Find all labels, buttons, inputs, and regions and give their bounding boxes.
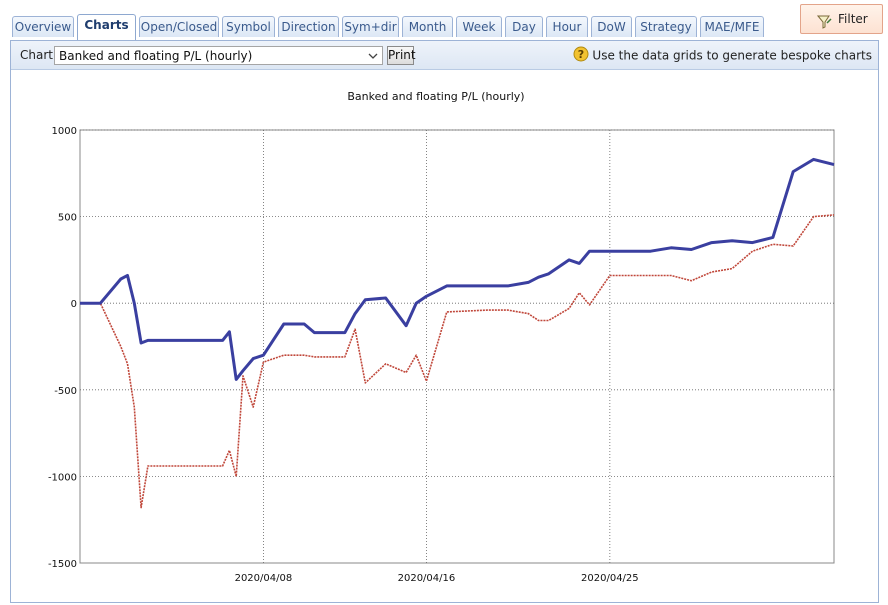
svg-text:?: ?	[578, 48, 584, 61]
tab-strategy[interactable]: Strategy	[635, 16, 697, 37]
tab-direction[interactable]: Direction	[278, 16, 339, 37]
chart-select-value: Banked and floating P/L (hourly)	[59, 49, 253, 63]
y-tick-label: 1000	[52, 126, 77, 137]
tab-week[interactable]: Week	[456, 16, 502, 37]
y-tick-label: -1500	[48, 559, 77, 570]
chart-grid	[79, 129, 835, 564]
tab-open-closed[interactable]: Open/Closed	[139, 16, 219, 37]
chevron-down-icon	[368, 50, 378, 64]
charts-panel: Chart: Banked and floating P/L (hourly) …	[10, 40, 879, 603]
y-tick-label: 500	[58, 213, 77, 224]
tab-symbol[interactable]: Symbol	[222, 16, 275, 37]
chart-series	[80, 157, 835, 509]
tab-month[interactable]: Month	[402, 16, 453, 37]
x-tick-label: 2020/04/16	[398, 573, 456, 584]
tab-mae-mfe[interactable]: MAE/MFE	[700, 16, 764, 37]
chart-axes: 1000 500 0 -500 -1000 -1500 2020/04/08 2020/04/…	[48, 126, 639, 584]
y-tick-label: -1000	[48, 472, 77, 483]
tab-day[interactable]: Day	[505, 16, 543, 37]
x-tick-label: 2020/04/25	[581, 573, 639, 584]
tab-dow[interactable]: DoW	[591, 16, 632, 37]
banked-pl-line	[80, 157, 835, 381]
chart-toolbar: Chart: Banked and floating P/L (hourly) …	[11, 41, 878, 70]
floating-pl-line	[80, 214, 835, 509]
filter-label: Filter	[838, 12, 868, 26]
x-tick-label: 2020/04/08	[235, 573, 293, 584]
tab-sym-dir[interactable]: Sym+dir	[342, 16, 399, 37]
help-question-icon: ?	[573, 46, 589, 65]
hint-label: Use the data grids to generate bespoke c…	[592, 48, 872, 63]
tab-bar: Overview Charts Open/Closed Symbol Direc…	[0, 0, 888, 40]
chart-select-label: Chart:	[20, 48, 58, 62]
y-tick-label: -500	[54, 386, 77, 397]
tab-hour[interactable]: Hour	[546, 16, 588, 37]
y-tick-label: 0	[71, 299, 77, 310]
filter-funnel-icon	[816, 12, 833, 40]
tab-charts[interactable]: Charts	[77, 14, 136, 40]
filter-button[interactable]: Filter	[800, 4, 883, 34]
chart-title: Banked and floating P/L (hourly)	[347, 90, 524, 103]
pl-chart: Banked and floating P/L (hourly) 1000 500…	[48, 90, 835, 584]
print-button[interactable]: Print	[387, 46, 416, 65]
chart-type-select[interactable]: Banked and floating P/L (hourly)	[54, 46, 383, 65]
hint-text: ? Use the data grids to generate bespoke…	[573, 46, 872, 64]
plot-frame	[79, 129, 835, 564]
tab-overview[interactable]: Overview	[12, 16, 74, 37]
